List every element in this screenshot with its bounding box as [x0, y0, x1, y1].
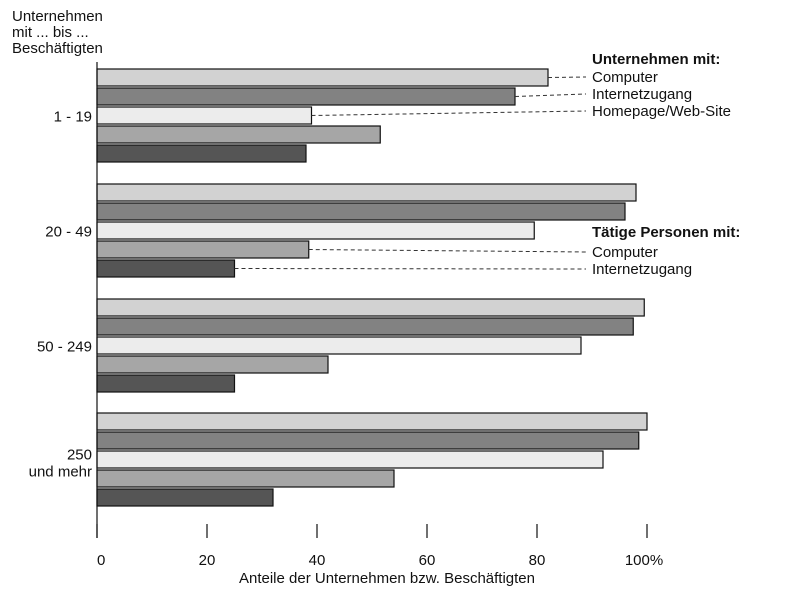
x-tick-label-5: 80: [529, 552, 546, 569]
x-tick-label-6: 100%: [625, 552, 663, 569]
bar-2-series-5: [96, 259, 236, 278]
bars-layer: [96, 68, 648, 507]
bar-2-series-3: [96, 221, 535, 240]
bar-3-series-2: [96, 317, 634, 336]
bar-1-series-4: [96, 125, 381, 144]
legend-entry-1-3: Homepage/Web-Site: [592, 103, 731, 120]
bar-3-series-1: [96, 298, 645, 317]
leader-line-1-3: [311, 110, 587, 116]
legend-entry-1-1: Computer: [592, 69, 658, 86]
y-axis-title-line-3: Beschäftigten: [12, 40, 103, 57]
legend-entry-2-2: Internetzugang: [592, 261, 692, 278]
category-label-2: 20 - 49: [45, 224, 92, 241]
bar-1-series-2: [96, 87, 516, 106]
bar-3-series-4: [96, 355, 329, 374]
axes-layer: 0 20 40 60 80 100%: [96, 62, 663, 569]
category-label-3: 50 - 249: [37, 339, 92, 356]
legend-entry-2-1: Computer: [592, 244, 658, 261]
bar-3-series-3: [96, 336, 582, 355]
bar-2-series-4: [96, 240, 310, 259]
y-axis-title-line-2: mit ... bis ...: [12, 24, 89, 41]
legend-title-1: Unternehmen mit:: [592, 51, 720, 68]
bar-4-series-4: [96, 469, 395, 488]
bar-1-series-5: [96, 144, 307, 163]
category-label-4-line-1: 250: [67, 447, 92, 464]
x-tick-label-3: 40: [309, 552, 326, 569]
legend-leader-lines: [234, 76, 587, 270]
y-axis-title-line-1: Unternehmen: [12, 8, 103, 25]
leader-line-2-2: [234, 268, 587, 270]
leader-line-1-1: [547, 76, 587, 78]
legend-entry-1-2: Internetzugang: [592, 86, 692, 103]
category-label-4-line-2: und mehr: [29, 464, 92, 481]
bar-4-series-3: [96, 450, 604, 469]
labels-layer: Anteile der Unternehmen bzw. Beschäftigt…: [12, 8, 535, 587]
bar-4-series-5: [96, 488, 274, 507]
x-axis-title: Anteile der Unternehmen bzw. Beschäftigt…: [239, 570, 535, 587]
bar-1-series-3: [96, 106, 313, 125]
bar-2-series-1: [96, 183, 637, 202]
x-tick-label-4: 60: [419, 552, 436, 569]
x-tick-label-2: 20: [199, 552, 216, 569]
legend: Unternehmen mit:ComputerInternetzugangHo…: [592, 51, 740, 278]
bar-1-series-1: [96, 68, 549, 87]
legend-title-2: Tätige Personen mit:: [592, 224, 740, 241]
bar-2-series-2: [96, 202, 626, 221]
bar-3-series-5: [96, 374, 236, 393]
leader-line-1-2: [514, 93, 587, 97]
bar-4-series-1: [96, 412, 648, 431]
leader-line-2-1: [308, 249, 587, 253]
bar-4-series-2: [96, 431, 640, 450]
category-label-1: 1 - 19: [54, 109, 92, 126]
x-tick-label-1: 0: [97, 552, 105, 569]
